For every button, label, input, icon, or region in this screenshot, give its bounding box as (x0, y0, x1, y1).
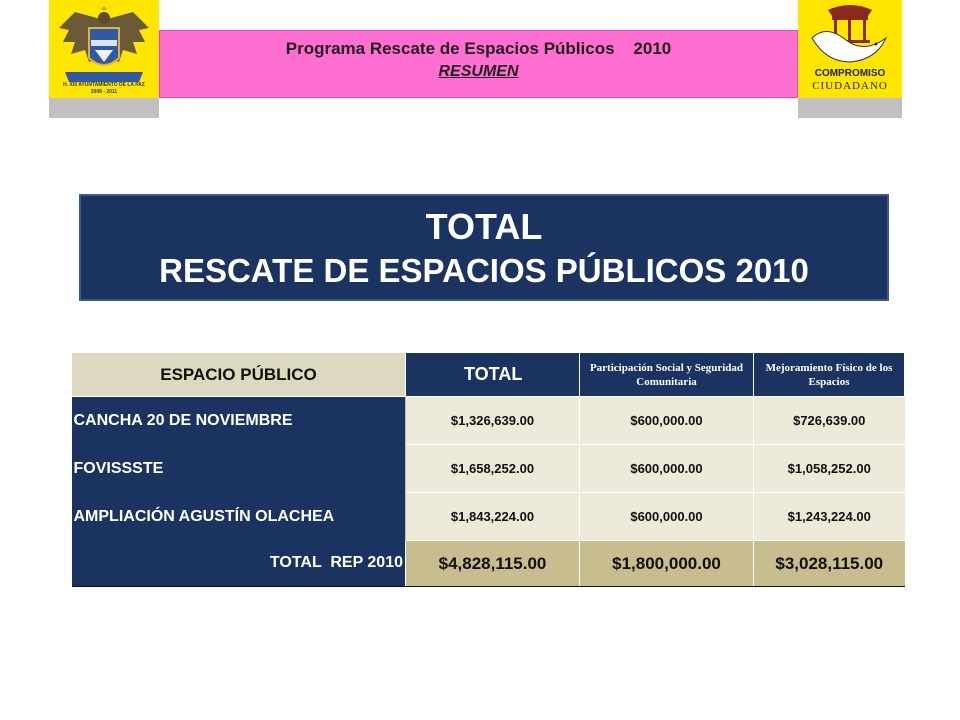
row-name: FOVISSSTE (71, 444, 406, 493)
page-subtitle: RESUMEN (438, 63, 519, 80)
total-row-participacion: $1,800,000.00 (579, 540, 754, 587)
header-band: Programa Rescate de Espacios Públicos 20… (159, 30, 798, 98)
row-mejoramiento: $1,243,224.00 (753, 492, 905, 541)
row-total: $1,658,252.00 (405, 444, 580, 493)
summary-table: ESPACIO PÚBLICO TOTAL Participación Soci… (71, 352, 905, 587)
row-participacion: $600,000.00 (579, 444, 754, 493)
table-total-row: TOTAL REP 2010 $4,828,115.00 $1,800,000.… (71, 540, 905, 587)
left-logo: H. XIII AYUNTAMIENTO DE LA PAZ 2008 - 20… (49, 0, 159, 118)
row-participacion: $600,000.00 (579, 396, 754, 445)
left-logo-background: H. XIII AYUNTAMIENTO DE LA PAZ 2008 - 20… (49, 0, 159, 98)
row-name: AMPLIACIÓN AGUSTÍN OLACHEA (71, 492, 406, 541)
right-logo-background: COMPROMISO CIUDADANO (798, 0, 902, 98)
header-espacio-publico: ESPACIO PÚBLICO (71, 352, 406, 397)
left-logo-caption: H. XIII AYUNTAMIENTO DE LA PAZ (63, 82, 145, 88)
right-logo-name: COMPROMISO (814, 68, 886, 79)
right-logo: COMPROMISO CIUDADANO (798, 0, 902, 118)
banner-title: TOTAL (425, 206, 543, 247)
row-mejoramiento: $1,058,252.00 (753, 444, 905, 493)
right-logo-shadow (798, 98, 902, 118)
row-total: $1,326,639.00 (405, 396, 580, 445)
total-row-total: $4,828,115.00 (405, 540, 580, 587)
row-participacion: $600,000.00 (579, 492, 754, 541)
banner-subtitle: RESCATE DE ESPACIOS PÚBLICOS 2010 (159, 252, 809, 289)
header-mejoramiento: Mejoramiento Físico de los Espacios (753, 352, 905, 397)
page-title: Programa Rescate de Espacios Públicos 20… (285, 39, 672, 58)
left-logo-years: 2008 - 2011 (90, 89, 118, 95)
right-logo-subname: CIUDADANO (812, 80, 888, 92)
row-mejoramiento: $726,639.00 (753, 396, 905, 445)
table-header-row: ESPACIO PÚBLICO TOTAL Participación Soci… (71, 352, 905, 397)
row-name: CANCHA 20 DE NOVIEMBRE (71, 396, 406, 445)
coat-of-arms-icon (59, 6, 149, 82)
table-row: AMPLIACIÓN AGUSTÍN OLACHEA $1,843,224.00… (71, 492, 905, 541)
total-row-label: TOTAL REP 2010 (71, 540, 406, 587)
row-total: $1,843,224.00 (405, 492, 580, 541)
left-logo-shadow (49, 98, 159, 118)
header-participacion: Participación Social y Seguridad Comunit… (579, 352, 754, 397)
header-total: TOTAL (405, 352, 580, 397)
total-row-mejoramiento: $3,028,115.00 (753, 540, 905, 587)
dove-kiosk-icon (811, 5, 888, 63)
title-banner: TOTAL RESCATE DE ESPACIOS PÚBLICOS 2010 (79, 194, 889, 301)
table-row: FOVISSSTE $1,658,252.00 $600,000.00 $1,0… (71, 444, 905, 493)
table-row: CANCHA 20 DE NOVIEMBRE $1,326,639.00 $60… (71, 396, 905, 445)
